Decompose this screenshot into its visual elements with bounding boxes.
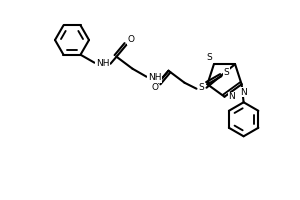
Text: S: S	[199, 83, 204, 92]
Text: S: S	[224, 68, 229, 77]
Text: S: S	[206, 53, 212, 62]
Text: N: N	[228, 92, 235, 101]
Text: O: O	[127, 35, 134, 44]
Text: NH: NH	[148, 73, 161, 82]
Text: N: N	[240, 88, 247, 97]
Text: O: O	[151, 83, 158, 92]
Text: NH: NH	[96, 59, 109, 68]
